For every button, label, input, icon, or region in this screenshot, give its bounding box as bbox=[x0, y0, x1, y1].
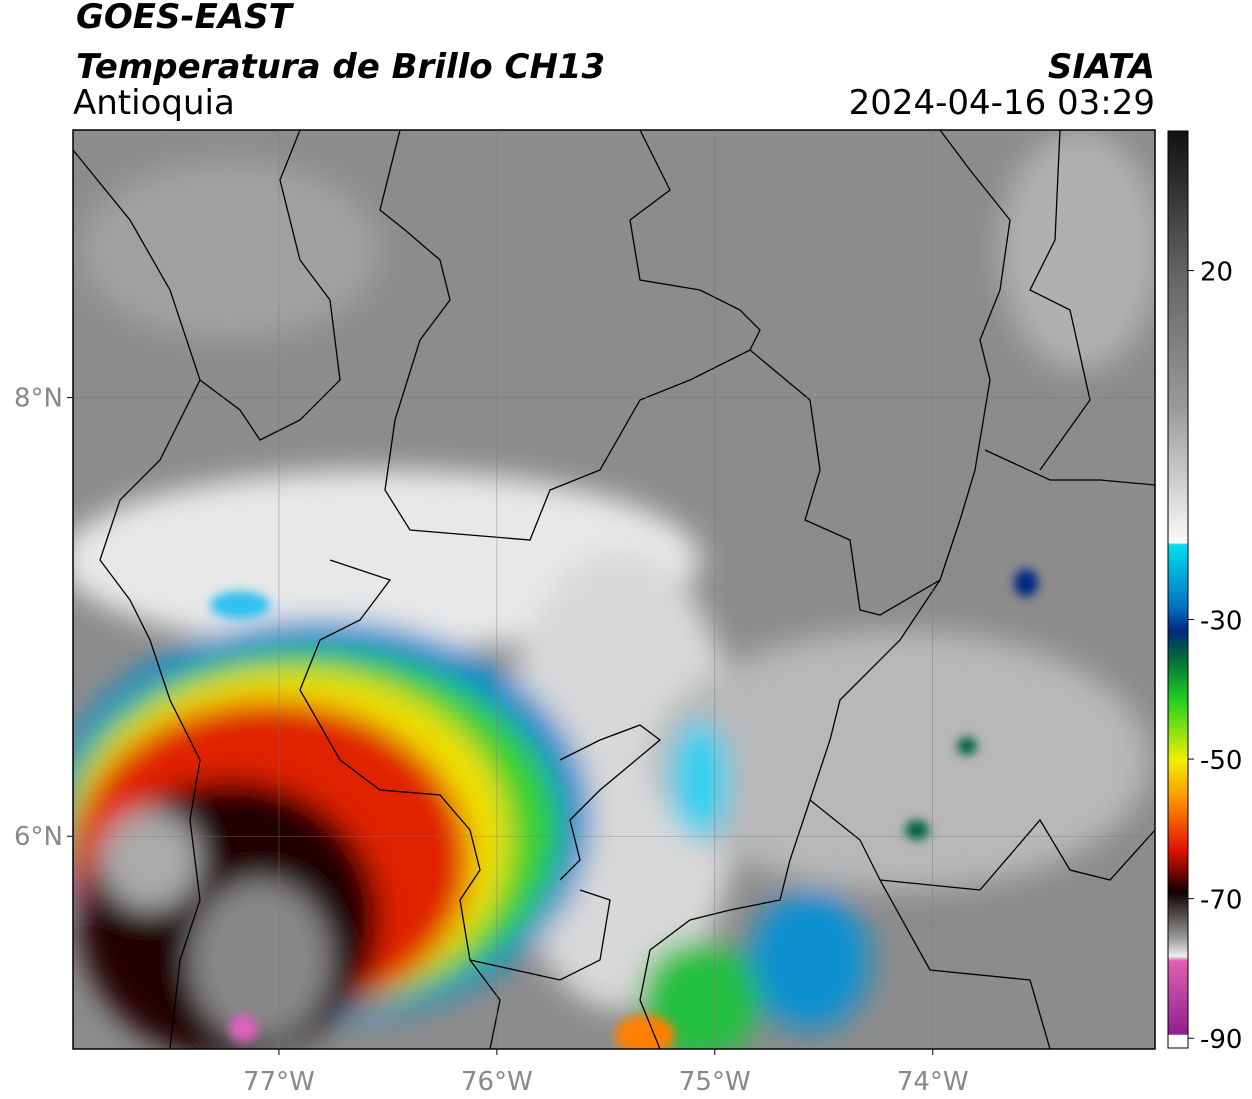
region: Antioquia bbox=[73, 83, 235, 123]
colorbar-tick-label: 20 bbox=[1200, 258, 1233, 288]
lon-tick-label: 76°W bbox=[461, 1067, 533, 1097]
lat-tick-label: 6°N bbox=[14, 822, 63, 852]
graticule: 77°W 76°W 75°W 74°W 8°N 6°N bbox=[14, 130, 1155, 1097]
map-frame bbox=[72, 129, 1156, 1050]
colorbar bbox=[1167, 130, 1189, 1049]
lon-tick-label: 74°W bbox=[897, 1067, 969, 1097]
lon-tick-label: 77°W bbox=[243, 1067, 315, 1097]
colorbar-tick-label: -50 bbox=[1200, 746, 1242, 776]
source: SIATA bbox=[1048, 47, 1155, 87]
imagery bbox=[73, 130, 1155, 1049]
timestamp: 2024-04-16 03:29 bbox=[849, 83, 1155, 123]
subtitle: Temperatura de Brillo CH13 bbox=[76, 47, 605, 87]
title: GOES-EAST bbox=[76, 0, 295, 37]
colorbar-tick-label: -30 bbox=[1200, 607, 1242, 637]
colorbar-tick-label: -90 bbox=[1200, 1025, 1242, 1055]
colorbar-tick-label: -70 bbox=[1200, 886, 1242, 916]
lon-tick-label: 75°W bbox=[679, 1067, 751, 1097]
lat-tick-label: 8°N bbox=[14, 384, 63, 414]
